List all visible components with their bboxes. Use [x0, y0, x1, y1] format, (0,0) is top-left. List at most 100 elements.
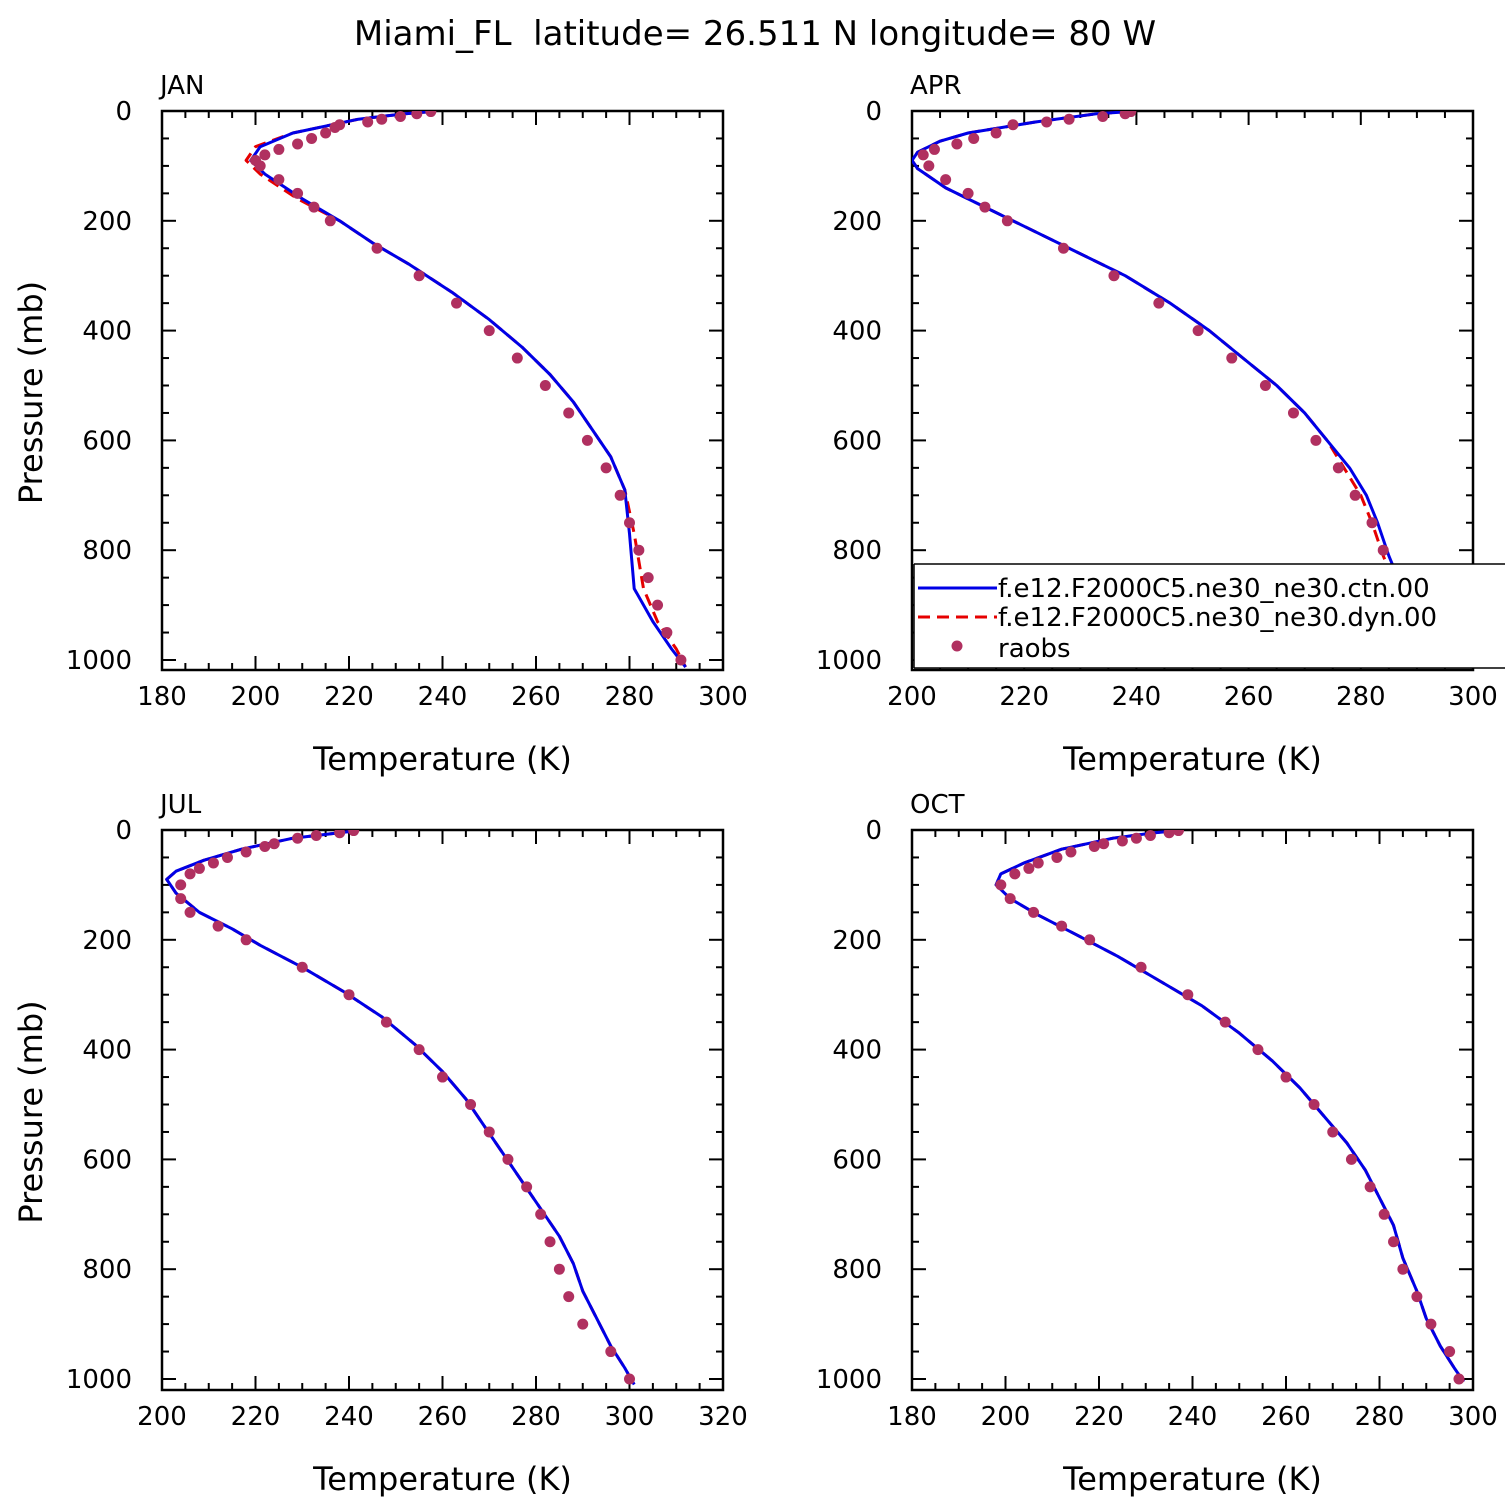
x-tick-label: 300 [1448, 682, 1498, 712]
plot-frame [160, 828, 725, 1392]
raobs-point [451, 297, 463, 309]
raobs-point [310, 830, 322, 841]
raobs-point [207, 857, 219, 869]
y-tick-label: 0 [115, 97, 132, 127]
plot-area [165, 830, 636, 1386]
raobs-point [652, 599, 664, 611]
raobs-point [394, 111, 406, 122]
y-tick-label: 400 [82, 1036, 132, 1066]
raobs-point [376, 113, 388, 125]
legend-bg [914, 564, 1510, 668]
raobs-point [1172, 830, 1184, 837]
raobs-point [268, 838, 280, 850]
raobs-point [1032, 857, 1044, 869]
legend: f.e12.F2000C5.ne30_ne30.ctn.00f.e12.F200… [913, 563, 1510, 669]
raobs-point [928, 143, 940, 155]
y-tick-label: 1000 [66, 1365, 132, 1395]
raobs-point [1378, 1208, 1390, 1220]
raobs-point [968, 132, 980, 144]
raobs-point [184, 868, 196, 880]
raobs-point [633, 544, 645, 556]
raobs-point [1226, 352, 1238, 364]
y-tick-label: 1000 [816, 646, 882, 676]
x-axis-label: Temperature (K) [1062, 1460, 1322, 1498]
raobs-point [979, 201, 991, 213]
raobs-point [1163, 830, 1175, 839]
x-tick-label: 180 [887, 1402, 937, 1432]
plot-frame [160, 109, 725, 672]
raobs-point [1453, 1373, 1465, 1385]
y-tick-label: 400 [832, 1036, 882, 1066]
raobs-point [240, 934, 252, 946]
raobs-point [563, 407, 575, 419]
raobs-point [425, 111, 437, 118]
raobs-point [995, 879, 1007, 891]
raobs-point [1084, 934, 1096, 946]
plot-area [912, 111, 1457, 666]
x-tick-label: 180 [137, 682, 187, 712]
raobs-point [437, 1071, 448, 1083]
raobs-point [292, 832, 304, 844]
raobs-point [642, 572, 654, 584]
x-tick-label: 300 [605, 1402, 655, 1432]
y-tick-label: 1000 [66, 646, 132, 676]
raobs-point [1108, 270, 1120, 282]
y-tick-label: 0 [115, 816, 132, 846]
raobs-point [1130, 832, 1142, 844]
raobs-point [1041, 116, 1053, 128]
raobs-point [1397, 1263, 1409, 1275]
raobs-point [539, 380, 551, 391]
y-tick-label: 800 [832, 536, 882, 566]
raobs-point [273, 174, 285, 186]
raobs-point [1327, 1126, 1339, 1138]
x-tick-label: 260 [1224, 682, 1274, 712]
raobs-point [1349, 489, 1361, 501]
raobs-point [1252, 1044, 1264, 1056]
raobs-point [1287, 407, 1299, 419]
raobs-point [1310, 434, 1322, 446]
x-tick-label: 220 [324, 682, 374, 712]
raobs-point [951, 138, 963, 150]
plot-frame [910, 828, 1475, 1392]
raobs-point [1377, 544, 1389, 556]
panel-oct: OCT 180 200 220 240 260 280 300 0 200 400 600 800 100… [816, 790, 1498, 1498]
y-tick-label: 0 [865, 97, 882, 127]
raobs-point [1009, 868, 1021, 880]
raobs-point [600, 462, 612, 474]
y-tick-label: 800 [82, 536, 132, 566]
raobs-point [661, 627, 673, 639]
raobs-point [1028, 906, 1040, 918]
raobs-point [380, 1016, 392, 1028]
raobs-point [413, 270, 425, 282]
raobs-point [1007, 119, 1019, 131]
raobs-point [1388, 1236, 1400, 1248]
y-tick-label: 600 [82, 1145, 132, 1175]
raobs-point [1364, 1181, 1376, 1193]
x-tick-label: 200 [981, 1402, 1031, 1432]
x-tick-label: 240 [1112, 682, 1162, 712]
raobs-point [324, 215, 336, 227]
raobs-point [624, 517, 635, 529]
panel-apr: APR 200 220 240 260 280 300 0 200 400 600 800 1000 Te… [816, 71, 1498, 778]
panel-label-jan: JAN [158, 71, 204, 101]
x-tick-label: 280 [605, 682, 655, 712]
series-line-dyn [994, 830, 1465, 1383]
y-tick-label: 400 [832, 317, 882, 347]
raobs-point [544, 1236, 556, 1248]
raobs-point [273, 143, 285, 155]
raobs-point [1192, 325, 1204, 337]
raobs-point [624, 1373, 635, 1385]
raobs-point [923, 160, 935, 172]
raobs-point [240, 846, 252, 858]
raobs-point [483, 325, 495, 337]
raobs-point [348, 830, 360, 837]
y-tick-label: 200 [832, 207, 882, 237]
raobs-point [1116, 835, 1128, 847]
legend-label: f.e12.F2000C5.ne30_ne30.ctn.00 [998, 574, 1430, 604]
raobs-point [675, 654, 687, 666]
legend-marker-dots [951, 640, 963, 652]
series-line-ctn [994, 830, 1465, 1383]
raobs-point [577, 1318, 589, 1330]
x-tick-label: 280 [511, 1402, 561, 1432]
